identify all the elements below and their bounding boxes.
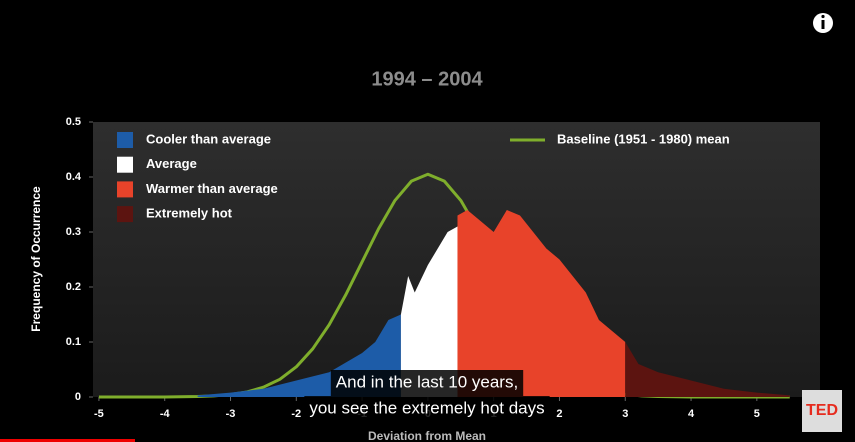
legend-swatch [117,132,133,148]
x-tick-label: -3 [226,408,236,420]
legend-label: Average [146,156,197,171]
caption: you see the extremely hot days [309,398,544,417]
y-tick-label: 0.3 [66,226,81,238]
y-tick-label: 0.1 [66,336,81,348]
legend-label: Warmer than average [146,181,278,196]
x-tick-label: 3 [622,408,628,420]
y-tick-label: 0.5 [66,116,81,128]
legend-label: Baseline (1951 - 1980) mean [557,131,730,146]
caption-background [304,396,550,422]
chart-title: 1994 – 2004 [371,68,483,90]
caption: And in the last 10 years, [336,372,518,391]
progress-bar[interactable] [0,439,135,442]
info-icon-dot [821,14,825,19]
x-tick-label: 5 [754,408,760,420]
logo: TED [806,402,838,419]
area [625,342,790,397]
y-axis-label: Frequency of Occurrence [29,186,43,332]
caption-background [330,370,524,396]
x-tick-label: 4 [688,408,695,420]
area [400,226,458,397]
x-tick-label: -2 [291,408,301,420]
x-tick-label: 2 [556,408,562,420]
legend-swatch [117,181,133,198]
x-tick-label: -4 [160,408,171,420]
captions: And in the last 10 years, you see the ext… [304,370,550,422]
x-tick-label: -5 [94,408,104,420]
legend-label: Cooler than average [146,131,271,146]
y-tick-label: 0.4 [66,171,82,183]
logo-box [802,390,842,432]
info-icon-stem [821,20,825,29]
x-axis-label: Deviation from Mean [368,429,486,442]
legend-label: Extremely hot [146,206,233,221]
legend-swatch [117,156,133,173]
legend: Cooler than average Average Warmer than av… [117,131,730,223]
area [457,210,626,397]
y-tick-label: 0 [75,391,81,403]
y-tick-label: 0.2 [66,281,81,293]
legend-swatch [117,206,133,223]
